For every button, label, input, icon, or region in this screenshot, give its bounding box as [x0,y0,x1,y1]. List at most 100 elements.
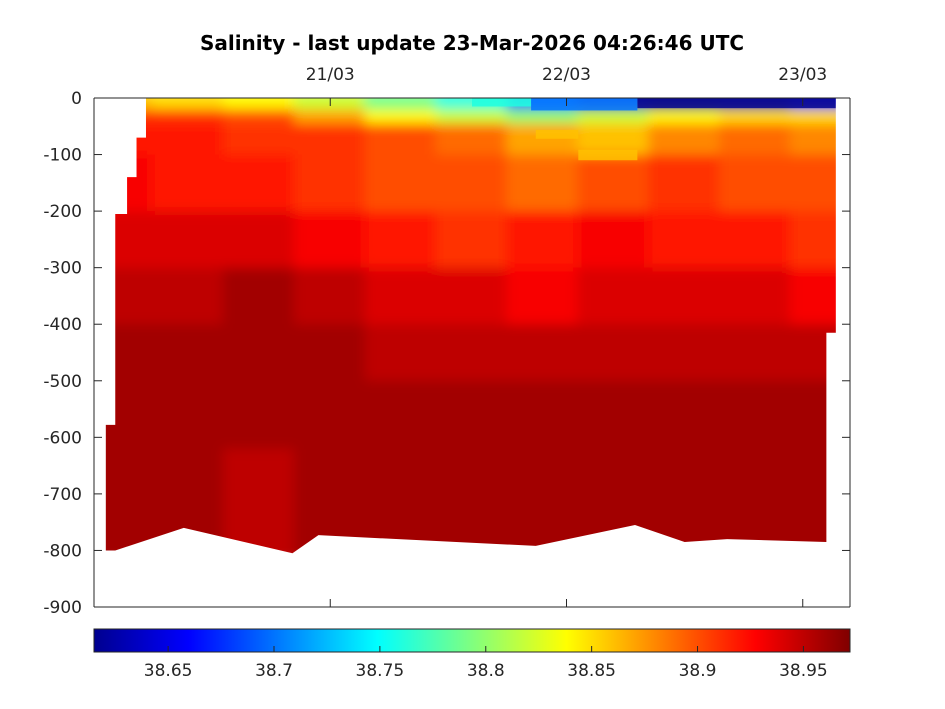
heatmap-cell [105,448,153,554]
heatmap-cell [577,380,651,450]
heatmap-cell [789,448,836,554]
heatmap-cell [435,211,509,269]
heatmap-area [105,98,836,554]
heatmap-cell [364,380,438,450]
colorbar-tick-label: 38.95 [779,661,828,681]
heatmap-cell [719,380,792,450]
heatmap-cell [105,154,153,213]
heatmap-cell [105,109,153,125]
heatmap-cell [719,267,792,326]
y-tick-label: -800 [43,541,82,561]
heatmap-cell [105,267,153,326]
heatmap-cell [789,109,836,125]
heatmap-cell [719,448,792,554]
heatmap-cell [150,123,225,156]
surface-feature [578,149,638,161]
heatmap-cell [222,448,296,554]
colorbar-tick-label: 38.8 [467,661,505,681]
heatmap-cell [105,380,153,450]
colorbar: 38.65 38.7 38.75 38.8 38.85 38.9 38.95 [93,628,851,681]
heatmap-cell [789,211,836,269]
heatmap-cell [150,380,225,450]
heatmap-cell [719,109,792,125]
heatmap-cell [293,211,367,269]
y-tick-label: -600 [43,428,82,448]
heatmap-cell [435,267,509,326]
surface-feature [535,129,579,139]
heatmap-cell [719,211,792,269]
heatmap-cell [364,109,438,125]
heatmap-cell [150,109,225,125]
x-tick-label: 21/03 [306,65,355,85]
heatmap-cell [222,154,296,213]
y-tick-label: -100 [43,146,82,166]
heatmap-cell [222,324,296,382]
heatmap-cell [222,267,296,326]
heatmap-cell [506,267,580,326]
heatmap-cell [577,211,651,269]
heatmap-cell [435,109,509,125]
surface-feature [472,98,532,107]
heatmap-cell [293,380,367,450]
heatmap-cell [105,123,153,156]
x-tick-label: 23/03 [778,65,827,85]
y-tick-label: -900 [43,598,82,618]
colorbar-tick-label: 38.9 [679,661,717,681]
heatmap-cell [293,324,367,382]
heatmap-cell [435,154,509,213]
heatmap-cell [222,109,296,125]
heatmap-cell [648,380,722,450]
heatmap-cell [648,267,722,326]
colorbar-gradient [93,628,851,653]
heatmap-cell [364,123,438,156]
heatmap-cell [789,123,836,156]
heatmap-cell [577,267,651,326]
heatmap-cell [648,448,722,554]
heatmap-cell [648,324,722,382]
heatmap-cell [364,267,438,326]
heatmap-cell [293,267,367,326]
heatmap-cell [293,154,367,213]
colorbar-tick-label: 38.85 [567,661,616,681]
y-tick-label: -700 [43,485,82,505]
y-tick-label: -200 [43,202,82,222]
heatmap-cell [150,154,225,213]
y-tick-label: -500 [43,372,82,392]
colorbar-tick-label: 38.7 [255,661,293,681]
heatmap-cell [222,380,296,450]
heatmap-cell [105,211,153,269]
heatmap-cell [150,211,225,269]
heatmap-cell [506,123,580,156]
y-tick-label: 0 [71,89,82,109]
plot-axes: 0 -100 -200 -300 -400 -500 -600 -700 -800 -900 21/… [43,65,851,618]
heatmap-cell [789,154,836,213]
heatmap-cell [150,98,225,111]
heatmap-cell [577,154,651,213]
colorbar-tick-label: 38.75 [356,661,405,681]
heatmap-cell [648,154,722,213]
heatmap-cell [364,448,438,554]
heatmap-cell [506,380,580,450]
heatmap-cell [506,448,580,554]
heatmap-cell [435,380,509,450]
heatmap-cell [222,123,296,156]
heatmap-cell [719,324,792,382]
heatmap-cell [789,267,836,326]
heatmap-cell [577,109,651,125]
heatmap-cell [364,324,438,382]
heatmap-cell [719,123,792,156]
heatmap-cell [648,211,722,269]
heatmap-cell [105,98,153,111]
x-tick-label: 22/03 [542,65,591,85]
heatmap-cell [435,324,509,382]
heatmap-cell [105,324,153,382]
heatmap-cell [506,211,580,269]
y-tick-label: -400 [43,315,82,335]
heatmap-cell [648,109,722,125]
colorbar-tick-label: 38.65 [144,661,193,681]
heatmap-cell [648,123,722,156]
heatmap-cell [364,98,438,111]
chart-title: Salinity - last update 23-Mar-2026 04:26… [200,31,744,55]
heatmap-cell [293,109,367,125]
